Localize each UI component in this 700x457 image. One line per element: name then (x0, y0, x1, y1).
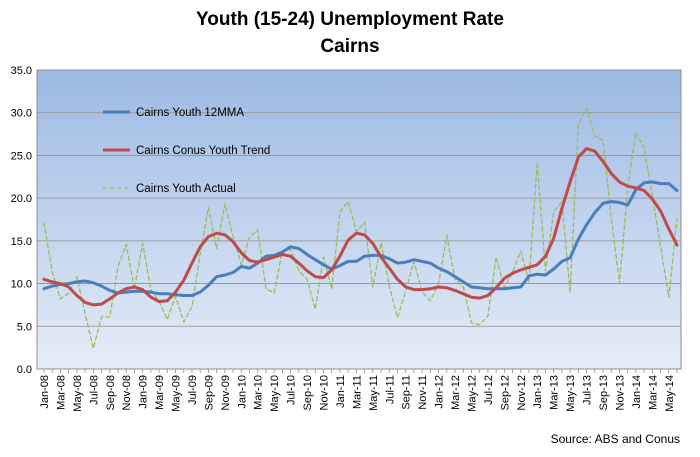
x-tick-label: May-13 (565, 375, 577, 412)
x-tick-label: May-12 (466, 375, 478, 412)
x-tick-label: May-08 (72, 375, 84, 412)
y-tick-label: 20.0 (11, 193, 32, 205)
x-tick-label: May-14 (664, 375, 676, 412)
x-tick-label: Nov-13 (614, 375, 626, 410)
x-tick-label: Sep-08 (105, 375, 117, 410)
legend-label: Cairns Youth Actual (136, 183, 236, 195)
x-tick-label: Jan-08 (39, 375, 51, 409)
y-axis-ticks: 0.0 5.0 10.0 15.0 20.0 25.0 30.0 35.0 (11, 65, 32, 376)
y-tick-label: 0.0 (17, 364, 32, 376)
chart-subtitle: Cairns (320, 36, 380, 57)
legend: Cairns Youth 12MMA Cairns Conus Youth Tre… (103, 107, 270, 195)
x-tick-label: Jan-13 (532, 375, 544, 409)
x-tick-label: Jan-11 (335, 375, 347, 408)
legend-label: Cairns Youth 12MMA (136, 107, 244, 119)
source-note: Source: ABS and Conus (550, 432, 680, 446)
x-tick-label: Mar-10 (253, 375, 265, 410)
x-tick-label: Sep-12 (499, 375, 511, 410)
series-lines (42, 107, 679, 350)
legend-label: Cairns Conus Youth Trend (136, 145, 270, 157)
y-tick-label: 30.0 (11, 108, 32, 120)
x-tick-label: Jan-12 (434, 375, 446, 409)
x-tick-label: Mar-11 (351, 375, 363, 409)
x-tick-label: May-11 (368, 375, 380, 411)
y-tick-label: 15.0 (11, 236, 32, 248)
x-tick-label: Nov-12 (516, 375, 528, 410)
x-tick-label: Mar-13 (549, 375, 561, 410)
x-tick-label: Jul-10 (286, 375, 298, 405)
x-tick-label: Jul-09 (187, 375, 199, 405)
x-tick-label: Sep-09 (203, 375, 215, 410)
x-tick-label: May-10 (269, 375, 281, 412)
x-tick-label: Jul-13 (582, 375, 594, 405)
x-tick-label: Jul-08 (88, 375, 100, 405)
series-line-2 (42, 147, 679, 307)
x-tick-label: Jan-09 (138, 375, 150, 409)
chart-title: Youth (15-24) Unemployment Rate Cairns (0, 6, 700, 60)
x-tick-label: Nov-10 (319, 375, 331, 410)
x-tick-label: May-09 (171, 375, 183, 412)
x-tick-label: Jan-10 (236, 375, 248, 409)
x-tick-label: Nov-11 (417, 375, 429, 410)
series-line-1 (42, 180, 679, 297)
x-tick-label: Nov-09 (220, 375, 232, 410)
y-tick-label: 35.0 (11, 65, 32, 77)
x-tick-label: Mar-12 (450, 375, 462, 410)
plot-area (36, 69, 682, 370)
x-tick-label: Jul-11 (384, 375, 396, 404)
x-tick-label: Sep-13 (598, 375, 610, 410)
x-tick-label: Mar-09 (154, 375, 166, 410)
gridlines (37, 112, 681, 327)
chart-title-line: Youth (15-24) Unemployment Rate (196, 9, 504, 30)
x-tick-label: Nov-08 (121, 375, 133, 410)
x-tick-label: Mar-14 (647, 375, 659, 410)
x-tick-label: Jul-12 (483, 375, 495, 405)
x-tick-label: Jan-14 (631, 375, 643, 409)
x-tick-label: Sep-11 (401, 375, 413, 410)
series-line-3 (43, 107, 678, 350)
y-tick-label: 10.0 (11, 279, 32, 291)
y-tick-label: 5.0 (17, 321, 32, 333)
x-axis-ticks: Jan-08 Mar-08 May-08 Jul-08 Sep-08 Nov-08 Jan-… (39, 369, 678, 412)
x-tick-label: Sep-10 (302, 375, 314, 410)
x-tick-label: Mar-08 (55, 375, 67, 410)
y-tick-label: 25.0 (11, 150, 32, 162)
